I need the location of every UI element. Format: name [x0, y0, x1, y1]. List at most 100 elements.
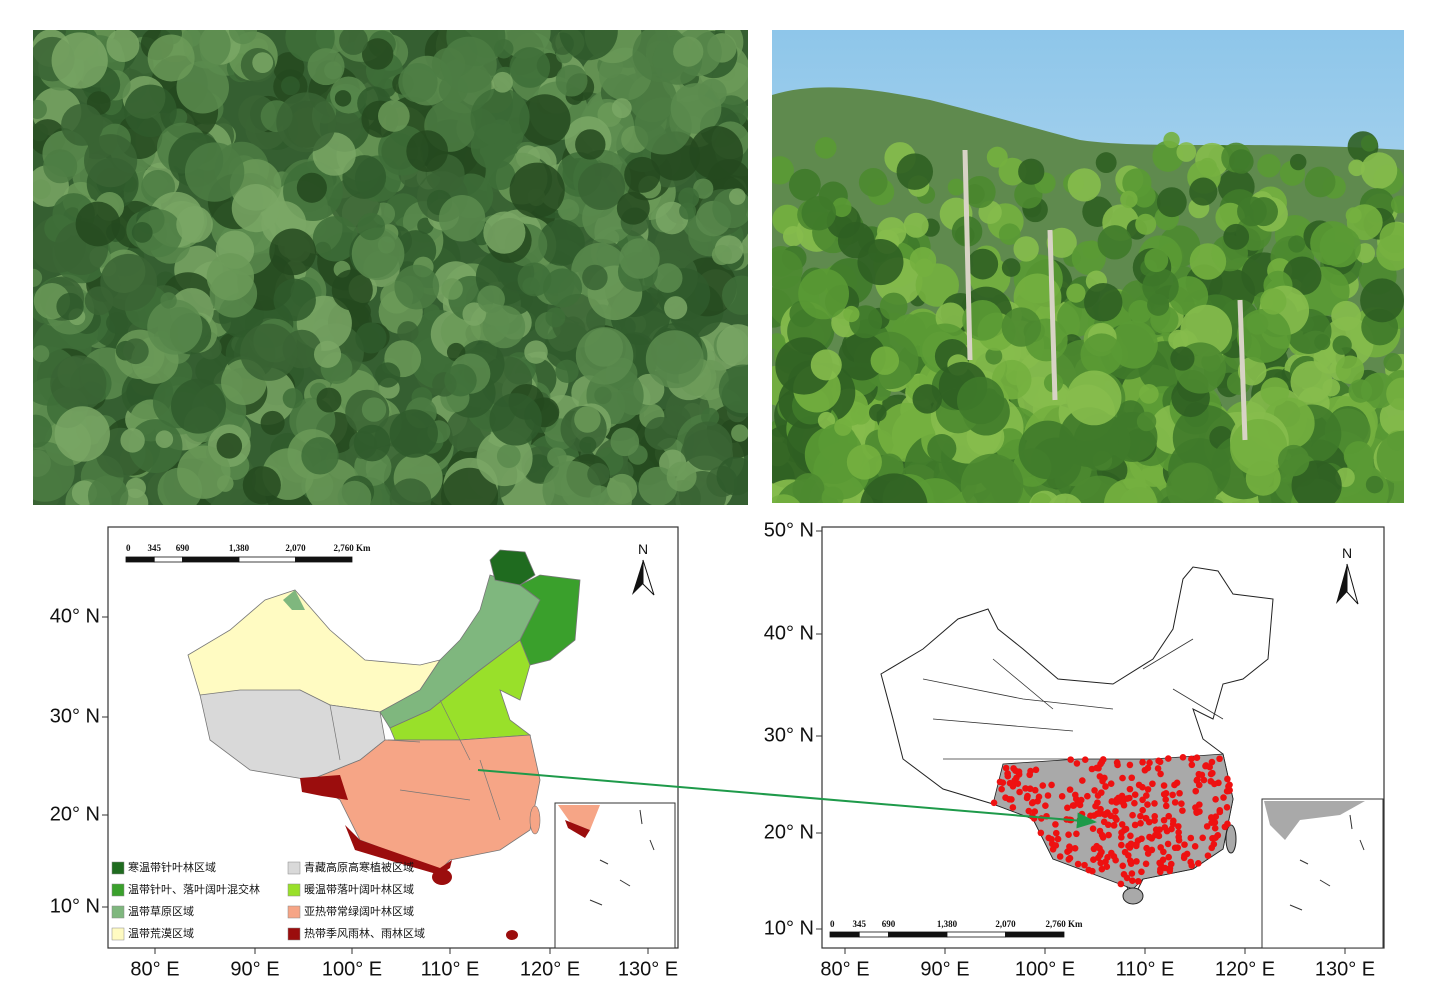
occurrence-dot: [1065, 856, 1073, 863]
legend-swatch: [287, 861, 301, 875]
occurrence-dot: [1084, 792, 1091, 800]
tree-crown: [361, 397, 387, 422]
occurrence-dot: [1162, 802, 1170, 810]
occurrence-dot: [1194, 776, 1201, 783]
tree-crown: [683, 421, 733, 471]
tree-crown: [122, 338, 149, 365]
occurrence-dot: [1206, 763, 1213, 771]
occurrence-dot: [1052, 842, 1060, 849]
occurrence-dot: [1129, 811, 1136, 819]
tree-crown: [33, 345, 50, 363]
occurrence-dot: [1025, 807, 1033, 815]
tree-crown: [1290, 361, 1333, 404]
tree-crown: [1067, 168, 1101, 202]
tree-crown: [334, 90, 352, 107]
tree-crown: [1171, 463, 1209, 502]
tree-crown: [353, 424, 391, 462]
occurrence-dot: [1097, 789, 1105, 796]
legend-swatch: [111, 905, 125, 919]
y-axis-label: 30° N: [764, 724, 814, 746]
occurrence-dot: [1144, 764, 1152, 772]
tree-crown: [1066, 283, 1086, 303]
tree-crown: [1120, 190, 1138, 209]
tree-crown: [664, 296, 688, 320]
y-axis-label: 30° N: [50, 705, 100, 727]
tree-trunk: [1047, 229, 1058, 401]
occurrence-dot: [1144, 786, 1152, 793]
tree-crown: [1066, 370, 1122, 426]
occurrence-dot: [1013, 774, 1020, 782]
occurrence-dot: [1094, 799, 1101, 806]
y-axis-label: 10° N: [50, 895, 100, 917]
occurrence-dot: [1160, 816, 1168, 824]
legend-label: 寒温带针叶林区域: [128, 860, 216, 874]
island: [506, 930, 518, 940]
aerial-forest-photo: [33, 30, 748, 505]
scale-segment: [153, 556, 183, 563]
tree-crown: [1288, 235, 1306, 253]
tree-crown: [652, 263, 683, 293]
tree-crown: [538, 219, 585, 266]
tree-crown: [1189, 177, 1218, 206]
occurrence-dot: [1126, 785, 1134, 793]
tree-crown: [183, 30, 231, 69]
occurrence-dot: [1093, 842, 1100, 850]
occurrence-dot: [1119, 798, 1127, 806]
tree-crown: [575, 129, 606, 160]
tree-crown: [1223, 223, 1250, 250]
tree-crown: [1260, 377, 1290, 406]
occurrence-dot: [1142, 815, 1150, 822]
occurrence-dot: [1052, 821, 1059, 828]
inset-land: [558, 805, 600, 830]
tree-crown: [792, 473, 825, 503]
tree-crown: [869, 403, 887, 422]
occurrence-dot: [1118, 821, 1126, 828]
y-axis-label: 40° N: [764, 622, 814, 644]
legend-label: 温带针叶、落叶阔叶混交林: [128, 882, 260, 896]
tree-crown: [1122, 168, 1152, 198]
inset-islands: [1289, 814, 1365, 911]
tree-crown: [1168, 329, 1189, 350]
tree-crown: [788, 168, 821, 201]
tree-crown: [1335, 355, 1365, 385]
tree-crown: [772, 249, 803, 289]
tree-crown: [519, 94, 571, 146]
occurrence-dot: [1098, 865, 1106, 873]
tree-crown: [814, 137, 837, 159]
tree-crown: [1136, 411, 1157, 432]
tree-crown: [176, 61, 230, 114]
tree-crown: [711, 244, 733, 265]
tree-crown: [1071, 240, 1106, 276]
tree-crown: [339, 30, 368, 55]
occurrence-dot: [1127, 832, 1134, 840]
y-axis-label: 20° N: [50, 803, 100, 825]
tree-crown: [1365, 475, 1384, 494]
occurrence-dot: [1039, 782, 1047, 789]
occurrence-dot: [1212, 834, 1219, 842]
occurrence-dot: [1118, 829, 1125, 836]
tree-crown: [559, 30, 618, 61]
occurrence-dot: [1110, 822, 1118, 829]
tree-crown: [61, 103, 104, 146]
occurrence-dot: [1149, 780, 1156, 788]
tree-crown: [177, 445, 231, 499]
occurrence-dot: [1028, 799, 1036, 807]
occurrence-dot: [1081, 756, 1089, 763]
tree-crown: [1001, 307, 1042, 347]
occurrence-dot: [1032, 766, 1040, 774]
tree-crown: [1229, 149, 1254, 174]
inset-tropical: [565, 820, 590, 838]
tree-crown: [312, 216, 359, 262]
occurrence-dot: [1089, 867, 1096, 875]
tree-crown: [915, 258, 934, 278]
tree-crown: [438, 195, 486, 242]
occurrence-dot: [1056, 853, 1064, 860]
legend-label: 温带荒漠区域: [128, 927, 194, 940]
occurrence-dot: [1098, 831, 1106, 839]
tree-crown: [982, 501, 993, 503]
tree-crown: [252, 52, 274, 74]
scale-segment: [238, 556, 296, 563]
tree-crown: [846, 444, 882, 480]
occurrence-dot: [1077, 796, 1085, 804]
